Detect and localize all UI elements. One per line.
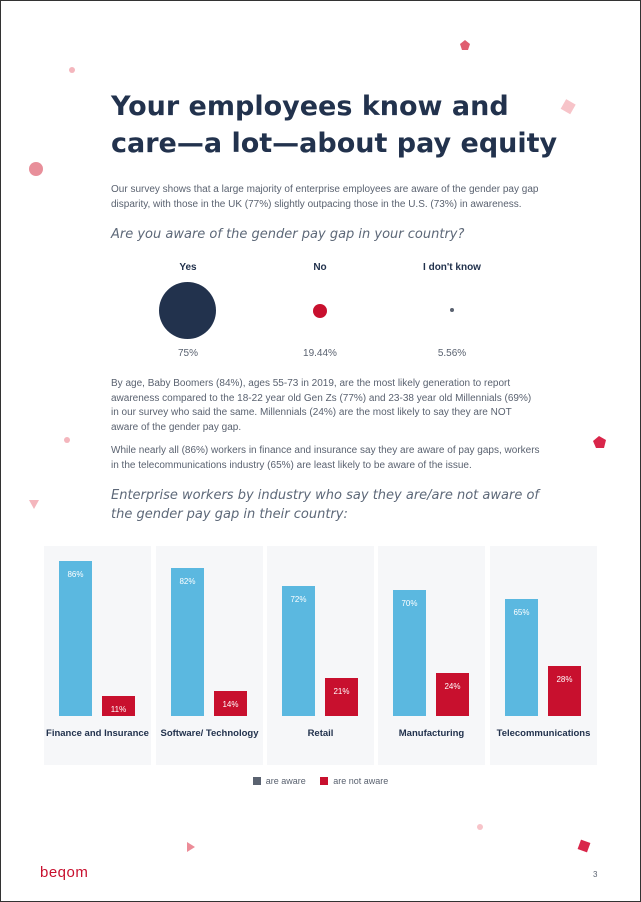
- bar-value-label: 24%: [444, 682, 461, 691]
- bubble-label: I don't know: [423, 262, 481, 273]
- deco-square: [560, 99, 576, 115]
- deco-pentagon: [593, 436, 606, 448]
- bubble-label: No: [313, 262, 327, 273]
- beqom-logo: beqom: [40, 864, 89, 881]
- bubble-value: 75%: [177, 348, 198, 359]
- intro-paragraph: Our survey shows that a large majority o…: [111, 184, 539, 210]
- bar-aware: 65%: [505, 599, 538, 716]
- bar-value-label: 82%: [179, 577, 196, 586]
- deco-triangle: [29, 500, 39, 509]
- chart-legend: are aware are not aware: [0, 776, 641, 786]
- legend-label: are not aware: [333, 776, 389, 786]
- industry-paragraph: While nearly all (86%) workers in financ…: [111, 445, 540, 471]
- category-label: Retail: [307, 728, 334, 739]
- bar-value-label: 86%: [67, 570, 84, 579]
- bubble-circle-yes: [159, 282, 216, 339]
- bar-aware: 82%: [171, 568, 204, 716]
- legend-swatch-not-aware: [320, 777, 329, 785]
- chart-panel: 86% 11% Finance and Insurance: [44, 546, 151, 765]
- category-label: Manufacturing: [398, 728, 465, 739]
- bar-not-aware: 14%: [214, 691, 247, 716]
- deco-dot: [69, 67, 75, 73]
- chart-panel: 82% 14% Software/ Technology: [156, 546, 263, 765]
- legend-item-not-aware: are not aware: [320, 776, 388, 786]
- chart-panel: 72% 21% Retail: [267, 546, 374, 765]
- category-label: Finance and Insurance: [46, 728, 149, 739]
- legend-label: are aware: [265, 776, 306, 786]
- bar-value-label: 72%: [290, 595, 307, 604]
- bubble-value: 5.56%: [437, 348, 467, 359]
- bar-aware: 72%: [282, 586, 315, 716]
- bar-not-aware: 11%: [102, 696, 135, 716]
- legend-swatch-aware: [252, 777, 261, 785]
- age-paragraph: By age, Baby Boomers (84%), ages 55-73 i…: [111, 378, 532, 433]
- page-number: 3: [593, 870, 598, 879]
- bar-value-label: 28%: [556, 675, 573, 684]
- industry-chart-title: Enterprise workers by industry who say t…: [111, 488, 539, 522]
- bar-aware: 86%: [59, 561, 92, 716]
- bubble-circle-dont-know: [450, 308, 454, 312]
- bar-not-aware: 28%: [548, 666, 581, 716]
- chart-panel: 70% 24% Manufacturing: [378, 546, 485, 765]
- bar-not-aware: 21%: [325, 678, 358, 716]
- bar-value-label: 14%: [222, 700, 239, 709]
- chart-panel: 65% 28% Telecommunications: [490, 546, 597, 765]
- deco-circle: [29, 162, 43, 176]
- deco-square: [577, 839, 591, 853]
- deco-dot: [64, 437, 70, 443]
- bar-value-label: 21%: [333, 687, 350, 696]
- category-label: Telecommunications: [496, 728, 591, 739]
- page-title: Your employees know and care—a lot—about…: [111, 91, 558, 159]
- legend-item-aware: are aware: [252, 776, 306, 786]
- bar-value-label: 65%: [513, 608, 530, 617]
- bubble-circle-no: [313, 304, 327, 318]
- category-label: Software/ Technology: [160, 728, 259, 739]
- bar-aware: 70%: [393, 590, 426, 716]
- awareness-question: Are you aware of the gender pay gap in y…: [111, 227, 465, 242]
- bar-value-label: 11%: [110, 705, 127, 714]
- deco-dot: [477, 824, 483, 830]
- bar-value-label: 70%: [401, 599, 418, 608]
- bubble-label: Yes: [179, 262, 197, 273]
- bubble-value: 19.44%: [303, 348, 337, 359]
- deco-triangle: [187, 842, 195, 852]
- bar-not-aware: 24%: [436, 673, 469, 716]
- deco-pentagon: [460, 40, 470, 50]
